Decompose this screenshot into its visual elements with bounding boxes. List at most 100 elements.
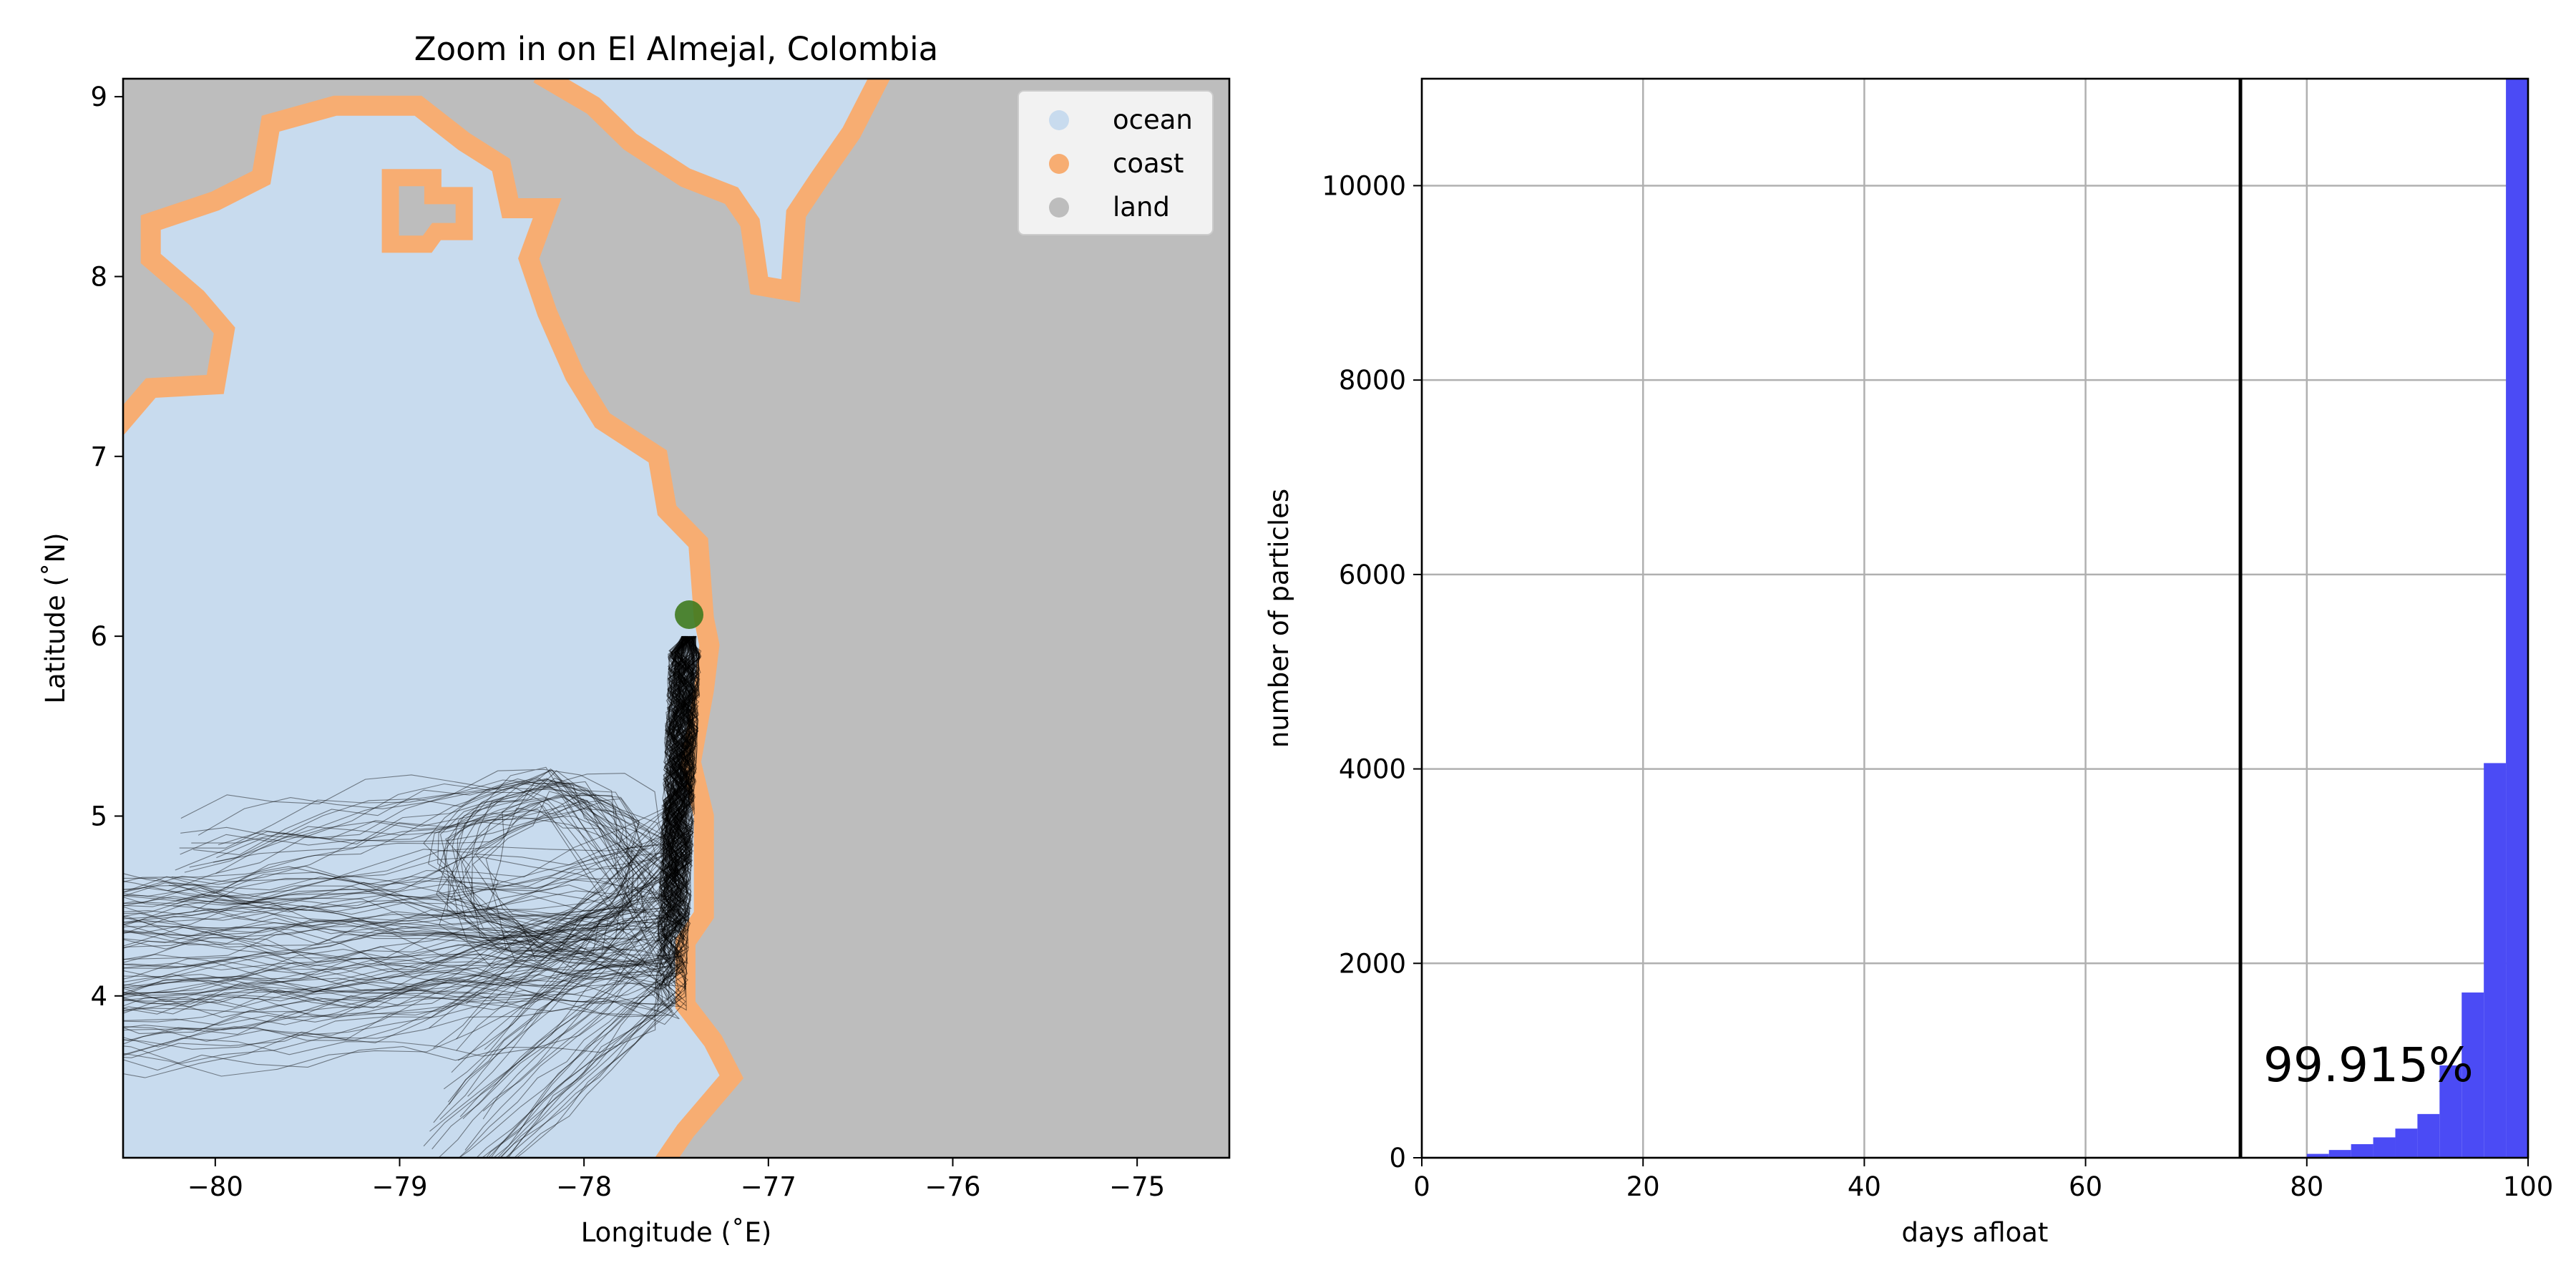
trajectory-line <box>123 635 699 996</box>
trajectory-line <box>123 635 700 980</box>
trajectory-line <box>123 635 701 1035</box>
map-y-tick-label: 6 <box>90 621 107 652</box>
trajectory-line <box>123 635 697 995</box>
trajectory-line <box>189 635 696 952</box>
trajectory-line <box>123 635 694 987</box>
map-x-tick-label: −77 <box>741 1171 796 1202</box>
trajectory-line <box>123 635 698 980</box>
trajectory-line <box>123 635 692 998</box>
trajectory-line <box>191 635 701 959</box>
trajectory-line <box>123 635 701 1012</box>
map-x-axis: −80 −79 −78 −77 −76 −75 <box>187 1158 1165 1202</box>
legend-box <box>1018 90 1214 235</box>
trajectory-line <box>123 635 695 1030</box>
trajectory-line <box>167 635 696 951</box>
histogram-x-axis: 0 20 40 60 80 100 <box>1413 1158 2553 1202</box>
map-y-axis-label: Latitude (˚N) <box>40 532 71 703</box>
histogram-bar <box>2306 1153 2329 1158</box>
legend-land-marker <box>1049 197 1069 218</box>
trajectory-line <box>438 635 701 1158</box>
trajectory-line <box>180 635 696 948</box>
trajectory-line <box>123 636 698 960</box>
trajectory-line <box>193 635 694 986</box>
map-y-tick-label: 8 <box>90 261 107 292</box>
trajectory-line <box>123 635 693 993</box>
trajectory-line <box>123 635 692 1009</box>
trajectory-line <box>123 635 694 942</box>
ocean-region <box>123 105 732 1158</box>
map-x-tick-label: −75 <box>1109 1171 1165 1202</box>
trajectory-line <box>123 635 699 994</box>
histogram-bar <box>2417 1113 2440 1158</box>
trajectory-line <box>197 635 699 952</box>
trajectory-line <box>484 636 697 1050</box>
map-y-tick-label: 4 <box>90 981 107 1012</box>
trajectory-line <box>123 635 695 990</box>
trajectory-line <box>482 635 699 1112</box>
histogram-bar <box>2395 1128 2418 1158</box>
trajectory-line <box>123 635 696 1012</box>
trajectory-line <box>429 635 695 1132</box>
trajectory-line <box>123 635 702 923</box>
trajectory-line <box>123 635 696 1017</box>
trajectory-line <box>123 635 698 990</box>
trajectory-line <box>123 635 696 1045</box>
trajectory-line <box>123 635 693 903</box>
trajectory-line <box>123 636 696 965</box>
trajectory-line <box>123 636 697 992</box>
trajectory-line <box>123 635 696 1002</box>
trajectory-line <box>213 635 698 955</box>
trajectory-line <box>462 635 697 1119</box>
trajectory-line <box>467 635 699 1097</box>
histogram-y-tick-label: 4000 <box>1339 754 1406 785</box>
trajectory-line <box>123 635 695 978</box>
histogram-bar <box>2462 992 2484 1158</box>
trajectory-line <box>506 635 696 1158</box>
trajectory-line <box>123 635 696 917</box>
histogram-x-tick-label: 40 <box>1848 1171 1881 1202</box>
trajectory-line <box>123 635 698 948</box>
trajectory-line <box>481 635 696 1158</box>
histogram-x-tick-label: 60 <box>2069 1171 2102 1202</box>
histogram-x-tick-label: 20 <box>1626 1171 1660 1202</box>
trajectory-line <box>123 635 701 1050</box>
trajectory-line <box>123 635 693 927</box>
histogram-bar <box>2328 1150 2351 1158</box>
trajectory-line <box>123 636 695 930</box>
histogram-frame <box>1420 77 2529 1159</box>
trajectory-line <box>216 636 693 1005</box>
trajectory-line <box>123 635 697 1064</box>
trajectory-line <box>192 636 698 962</box>
trajectory-line <box>482 635 700 1120</box>
trajectory-line <box>123 635 699 890</box>
trajectory-line <box>499 635 694 1158</box>
trajectory-line <box>123 635 697 904</box>
coastline <box>123 95 744 1158</box>
trajectory-line <box>176 635 701 937</box>
map-x-tick-label: −80 <box>187 1171 243 1202</box>
histogram-panel: 99.915% 0 20 40 60 80 100 0 2000 4000 6000 8000 10… <box>1264 77 2553 1248</box>
trajectory-line <box>466 635 698 1005</box>
trajectory-line <box>123 636 694 904</box>
trajectory-line <box>443 635 694 1090</box>
histogram-y-tick-label: 10000 <box>1322 170 1406 201</box>
trajectory-line <box>449 635 696 1105</box>
trajectory-line <box>123 636 700 1025</box>
release-point-marker <box>675 600 704 629</box>
trajectory-line <box>123 635 696 1055</box>
trajectory-line <box>123 635 700 1007</box>
legend-ocean-marker <box>1049 110 1069 130</box>
trajectory-line <box>123 635 698 1034</box>
trajectory-line <box>123 635 698 1018</box>
trajectory-line <box>423 635 699 1147</box>
trajectory-line <box>123 635 697 986</box>
trajectory-line <box>123 636 696 906</box>
trajectory-line <box>123 636 694 1023</box>
histogram-grid <box>1420 79 2529 1159</box>
trajectory-line <box>458 635 697 1158</box>
trajectory-line <box>218 635 701 927</box>
map-panel: Zoom in on El Almejal, Colombia −80 −79 −7… <box>40 30 1231 1248</box>
trajectory-line <box>123 635 699 1078</box>
histogram-x-tick-label: 80 <box>2290 1171 2323 1202</box>
trajectory-line <box>447 635 700 1103</box>
